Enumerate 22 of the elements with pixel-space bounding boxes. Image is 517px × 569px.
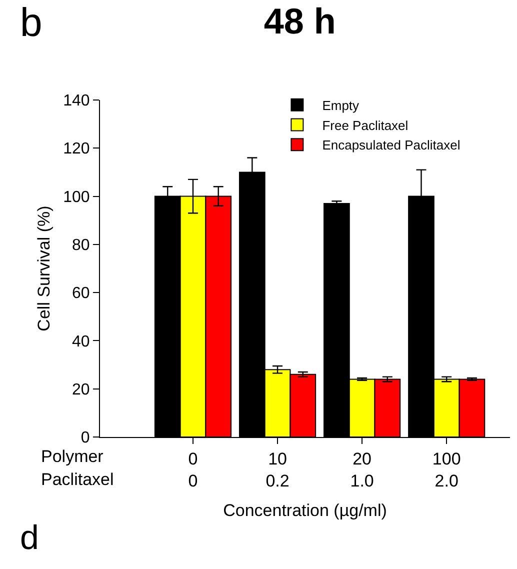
x-tick-label: 10 0.2 — [266, 449, 290, 490]
legend-label: Free Paclitaxel — [322, 118, 408, 133]
text: Polymer — [41, 447, 104, 466]
y-tick-label: 100 — [63, 188, 90, 206]
y-tick-label: 120 — [63, 140, 90, 158]
chart-title: 48 h — [264, 0, 336, 42]
y-tick-label: 60 — [72, 285, 90, 302]
text: b — [20, 1, 42, 45]
y-tick-label: 0 — [80, 430, 90, 447]
y-tick-label: 20 — [72, 381, 90, 398]
text: Paclitaxel — [41, 470, 114, 489]
legend-label: Encapsulated Paclitaxel — [322, 138, 460, 153]
x-tick-label: 20 1.0 — [350, 449, 374, 490]
y-tick-label: 40 — [72, 333, 90, 350]
x-tick-label: 100 2.0 — [432, 449, 461, 490]
y-tick-label: 80 — [72, 237, 90, 254]
legend-label: Empty — [322, 98, 360, 113]
y-axis-title: Cell Survival (%) — [34, 206, 54, 332]
x-tick-label: 0 0 — [188, 449, 198, 490]
x-axis-title: Concentration (µg/ml) — [223, 500, 387, 520]
text: d — [20, 519, 39, 557]
y-tick-label: 140 — [63, 92, 90, 110]
